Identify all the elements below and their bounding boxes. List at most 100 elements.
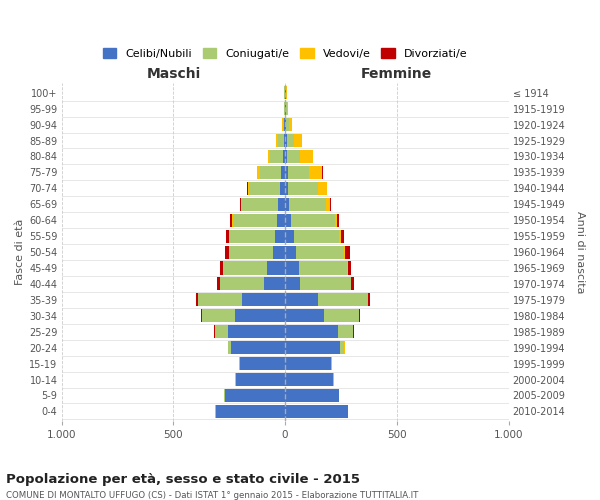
Legend: Celibi/Nubili, Coniugati/e, Vedovi/e, Divorziati/e: Celibi/Nubili, Coniugati/e, Vedovi/e, Di… (103, 48, 467, 59)
Bar (239, 198, 241, 211)
Bar (337, 214, 339, 226)
Bar (345, 246, 350, 258)
Bar (317, 294, 368, 306)
Bar (289, 198, 326, 211)
Bar (248, 182, 250, 195)
Bar (299, 262, 347, 274)
Bar (284, 118, 285, 131)
Bar (285, 341, 340, 354)
Bar (285, 389, 339, 402)
Text: Popolazione per età, sesso e stato civile - 2015: Popolazione per età, sesso e stato civil… (6, 472, 360, 486)
Bar (285, 357, 331, 370)
Bar (293, 134, 302, 147)
Bar (347, 262, 351, 274)
Bar (278, 134, 284, 147)
Bar (296, 246, 344, 258)
Bar (283, 150, 285, 163)
Bar (341, 230, 344, 242)
Bar (229, 230, 275, 242)
Bar (335, 214, 337, 226)
Bar (241, 357, 285, 370)
Text: Femmine: Femmine (361, 67, 433, 81)
Bar (217, 278, 220, 290)
Bar (292, 214, 335, 226)
Bar (330, 198, 331, 211)
Bar (368, 294, 370, 306)
Bar (285, 373, 333, 386)
Bar (275, 230, 285, 242)
Bar (284, 134, 285, 147)
Bar (286, 102, 287, 115)
Bar (285, 102, 286, 115)
Bar (285, 134, 287, 147)
Bar (230, 214, 232, 226)
Bar (277, 214, 285, 226)
Bar (201, 310, 202, 322)
Bar (285, 405, 347, 418)
Bar (285, 262, 299, 274)
Bar (196, 294, 197, 306)
Bar (287, 150, 300, 163)
Bar (276, 134, 278, 147)
Bar (220, 278, 264, 290)
Bar (285, 198, 289, 211)
Bar (285, 150, 287, 163)
Bar (285, 118, 286, 131)
Bar (271, 150, 283, 163)
Bar (285, 214, 292, 226)
Bar (285, 278, 301, 290)
Bar (225, 389, 285, 402)
Bar (235, 310, 285, 322)
Bar (344, 246, 345, 258)
Bar (293, 230, 340, 242)
Bar (257, 166, 260, 179)
Bar (242, 294, 285, 306)
Bar (260, 166, 281, 179)
Bar (340, 341, 344, 354)
Bar (331, 357, 332, 370)
Bar (285, 294, 317, 306)
Bar (267, 262, 285, 274)
Bar (338, 325, 353, 338)
Bar (247, 182, 248, 195)
Bar (264, 278, 285, 290)
Bar (283, 118, 284, 131)
Bar (236, 373, 285, 386)
Bar (281, 166, 285, 179)
Bar (226, 230, 229, 242)
Bar (287, 102, 288, 115)
Bar (198, 294, 242, 306)
Bar (202, 310, 235, 322)
Bar (239, 357, 241, 370)
Bar (228, 325, 285, 338)
Bar (285, 166, 288, 179)
Bar (285, 325, 338, 338)
Bar (278, 198, 285, 211)
Bar (273, 246, 285, 258)
Bar (220, 262, 223, 274)
Bar (229, 341, 232, 354)
Text: Maschi: Maschi (146, 67, 200, 81)
Bar (232, 214, 233, 226)
Bar (233, 214, 277, 226)
Y-axis label: Anni di nascita: Anni di nascita (575, 211, 585, 294)
Bar (326, 198, 330, 211)
Bar (229, 246, 273, 258)
Bar (285, 182, 288, 195)
Bar (232, 341, 285, 354)
Bar (288, 166, 309, 179)
Y-axis label: Fasce di età: Fasce di età (15, 219, 25, 285)
Text: COMUNE DI MONTALTO UFFUGO (CS) - Dati ISTAT 1° gennaio 2015 - Elaborazione TUTTI: COMUNE DI MONTALTO UFFUGO (CS) - Dati IS… (6, 491, 418, 500)
Bar (289, 118, 292, 131)
Bar (225, 246, 229, 258)
Bar (359, 310, 360, 322)
Bar (288, 182, 318, 195)
Bar (285, 246, 296, 258)
Bar (324, 310, 359, 322)
Bar (268, 150, 271, 163)
Bar (309, 166, 322, 179)
Bar (285, 230, 293, 242)
Bar (281, 118, 283, 131)
Bar (318, 182, 326, 195)
Bar (340, 230, 341, 242)
